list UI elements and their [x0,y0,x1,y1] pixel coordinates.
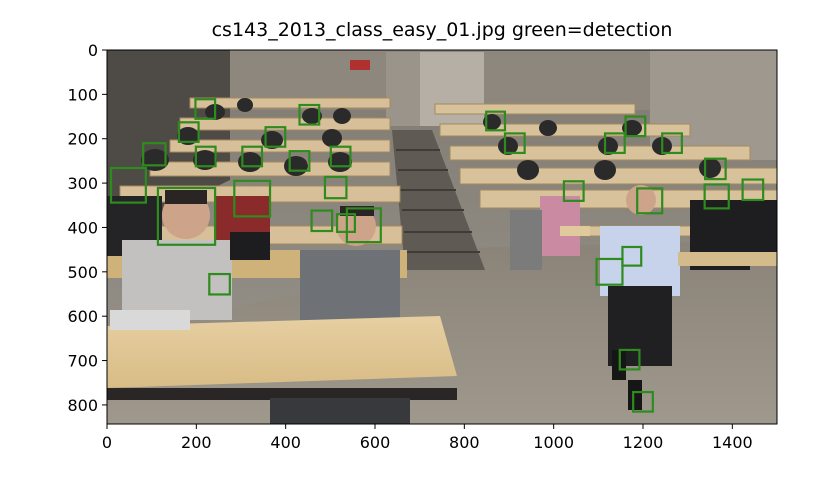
detection-box [703,157,727,181]
y-tick-label: 200 [67,130,98,149]
y-tick-label: 100 [67,85,98,104]
x-tick-label: 200 [181,433,212,452]
detection-box [636,187,664,215]
x-tick-label: 400 [270,433,301,452]
detection-box [741,178,765,202]
detection-box [632,390,654,413]
y-tick-label: 500 [67,263,98,282]
y-tick-label: 600 [67,307,98,326]
detection-box [177,121,200,143]
x-tick-label: 800 [449,433,480,452]
detection-box [264,126,287,148]
detection-box [109,166,147,204]
detection-box [562,180,585,202]
x-tick-label: 600 [360,433,391,452]
detection-box [298,103,321,126]
detection-box [621,245,643,267]
x-tick-label: 1000 [533,433,574,452]
detection-box [345,207,382,244]
detection-box [194,98,217,120]
y-tick-label: 0 [88,41,98,60]
detection-box [310,209,334,233]
x-tick-label: 1400 [712,433,753,452]
detection-box [661,132,683,155]
classroom-photo [107,50,777,424]
detection-box [194,145,217,168]
detection-box [703,183,730,210]
y-tick-label: 300 [67,174,98,193]
x-tick-label: 1200 [623,433,664,452]
detection-box [618,348,641,371]
detection-box [624,115,647,138]
y-tick-label: 800 [67,396,98,415]
detections [109,98,765,413]
detection-box [323,175,348,200]
y-axis: 0 100 200 300 400 500 600 700 800 [67,41,107,415]
detection-box [208,272,231,296]
x-tick-label: 0 [102,433,112,452]
detection-box [241,145,264,168]
detection-box [288,150,311,172]
x-axis: 0 200 400 600 800 1000 1200 1400 [102,424,753,452]
y-tick-label: 400 [67,218,98,237]
detection-box [603,132,626,155]
detection-box [156,186,217,246]
detection-box [142,142,167,167]
detection-box [329,145,352,168]
detection-box [595,257,624,286]
chart-title: cs143_2013_class_easy_01.jpg green=detec… [212,19,673,41]
plot-frame [106,49,778,425]
y-tick-label: 700 [67,352,98,371]
detection-box [485,110,507,132]
detection-box [233,179,272,218]
detection-box [503,132,526,155]
